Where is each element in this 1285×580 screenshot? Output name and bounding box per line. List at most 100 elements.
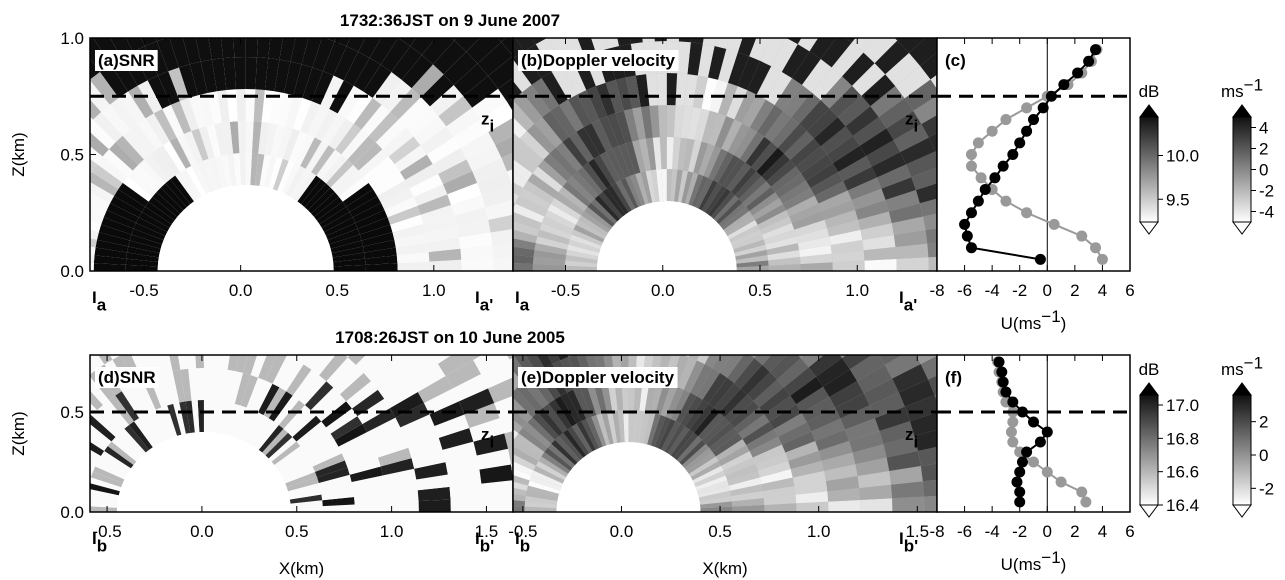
radar-cell bbox=[928, 375, 937, 396]
radar-cell bbox=[682, 4, 723, 43]
radar-cell bbox=[572, 171, 599, 199]
radar-cell bbox=[3, 207, 37, 226]
radar-cell bbox=[93, 263, 126, 271]
radar-cell bbox=[774, 78, 802, 111]
radar-cell bbox=[845, 418, 880, 441]
radar-cell bbox=[789, 203, 822, 223]
radar-cell bbox=[159, 307, 175, 340]
radar-cell bbox=[635, 410, 645, 443]
radar-cell bbox=[727, 355, 755, 383]
radar-cell bbox=[316, 201, 347, 225]
radar-cell bbox=[566, 244, 600, 257]
radar-cell bbox=[316, 149, 342, 180]
profile-point bbox=[965, 242, 977, 254]
x-tick-label: 1.0 bbox=[845, 281, 869, 300]
radar-cell bbox=[920, 52, 937, 80]
radar-cell bbox=[602, 0, 642, 32]
radar-cell bbox=[108, 395, 134, 425]
radar-cell bbox=[0, 469, 25, 485]
radar-cell bbox=[99, 64, 129, 98]
radar-cell bbox=[90, 489, 119, 500]
x-tick-label: -4 bbox=[985, 281, 1000, 300]
label-part: U(ms bbox=[1001, 314, 1042, 333]
radar-cell bbox=[769, 404, 802, 429]
radar-cell bbox=[227, 355, 239, 372]
radar-cell bbox=[92, 111, 123, 143]
radar-cell bbox=[904, 317, 941, 349]
radar-cell bbox=[623, 108, 639, 142]
radar-cell bbox=[349, 196, 382, 218]
radar-cell bbox=[445, 455, 480, 475]
radar-cell bbox=[514, 433, 545, 457]
radar-cell bbox=[756, 66, 782, 100]
radar-cell bbox=[118, 182, 149, 207]
panel-label: (f) bbox=[945, 368, 962, 387]
radar-cell bbox=[730, 229, 762, 246]
radar-cell bbox=[550, 104, 577, 137]
radar-cell bbox=[300, 427, 331, 452]
radar-cell bbox=[660, 384, 678, 417]
radar-cell bbox=[516, 382, 543, 413]
radar-cell bbox=[90, 171, 119, 196]
panel-label-bg bbox=[95, 367, 159, 388]
panel-frame bbox=[936, 354, 1131, 513]
radar-cell bbox=[21, 503, 53, 512]
label-part: z bbox=[481, 425, 490, 444]
radar-cell bbox=[816, 358, 850, 387]
radar-cell bbox=[770, 166, 802, 193]
radar-cell bbox=[818, 440, 853, 461]
radar-cell bbox=[388, 136, 421, 165]
radar-cell bbox=[233, 38, 246, 58]
radar-cell bbox=[736, 260, 769, 268]
radar-cell bbox=[576, 0, 599, 22]
radar-cell bbox=[676, 436, 703, 463]
panel-label: (b)Doppler velocity bbox=[521, 51, 676, 70]
radar-cell bbox=[845, 106, 879, 136]
radar-cell bbox=[513, 388, 538, 418]
radar-cell bbox=[732, 504, 765, 512]
radar-cell bbox=[91, 410, 120, 438]
radar-cell bbox=[371, 427, 405, 449]
radar-cell bbox=[402, 0, 433, 11]
radar-cell bbox=[328, 118, 354, 150]
radar-cell bbox=[672, 137, 681, 170]
radar-cell bbox=[702, 417, 730, 444]
radar-cell bbox=[286, 4, 325, 41]
radar-cell bbox=[868, 320, 904, 351]
radar-cell bbox=[761, 477, 795, 492]
radar-cell bbox=[800, 253, 833, 264]
radar-cell bbox=[354, 493, 387, 505]
radar-cell bbox=[583, 123, 606, 155]
radar-cell bbox=[206, 124, 221, 158]
radar-cell bbox=[0, 233, 32, 249]
radar-cell bbox=[481, 359, 513, 389]
radar-cell bbox=[90, 415, 116, 442]
radar-cell bbox=[734, 244, 767, 257]
panel-label: (c) bbox=[945, 51, 966, 70]
radar-cell bbox=[0, 19, 24, 59]
radar-cell bbox=[650, 380, 664, 414]
radar-cell bbox=[551, 439, 578, 466]
radar-cell bbox=[878, 98, 914, 129]
radar-cell bbox=[754, 355, 772, 365]
x-tick-label: 0.0 bbox=[651, 281, 675, 300]
radar-cell bbox=[513, 59, 532, 93]
radar-cell bbox=[751, 141, 778, 172]
radar-cell bbox=[0, 341, 12, 371]
radar-cell bbox=[308, 0, 342, 33]
radar-cell bbox=[677, 170, 688, 203]
radar-cell bbox=[734, 358, 763, 389]
radar-cell bbox=[37, 373, 68, 401]
radar-cell bbox=[682, 138, 695, 172]
radar-cell bbox=[769, 355, 801, 380]
profile-point bbox=[993, 356, 1005, 368]
radar-cell bbox=[326, 357, 356, 388]
radar-cell bbox=[801, 397, 836, 423]
radar-cell bbox=[906, 151, 937, 178]
radar-cell bbox=[509, 357, 513, 367]
x-tick-label: 0.5 bbox=[325, 281, 349, 300]
radar-cell bbox=[701, 77, 719, 111]
radar-cell bbox=[143, 154, 171, 184]
x-tick-label: -2 bbox=[1012, 522, 1027, 541]
colorbar-tick-label: 0 bbox=[1259, 161, 1268, 180]
